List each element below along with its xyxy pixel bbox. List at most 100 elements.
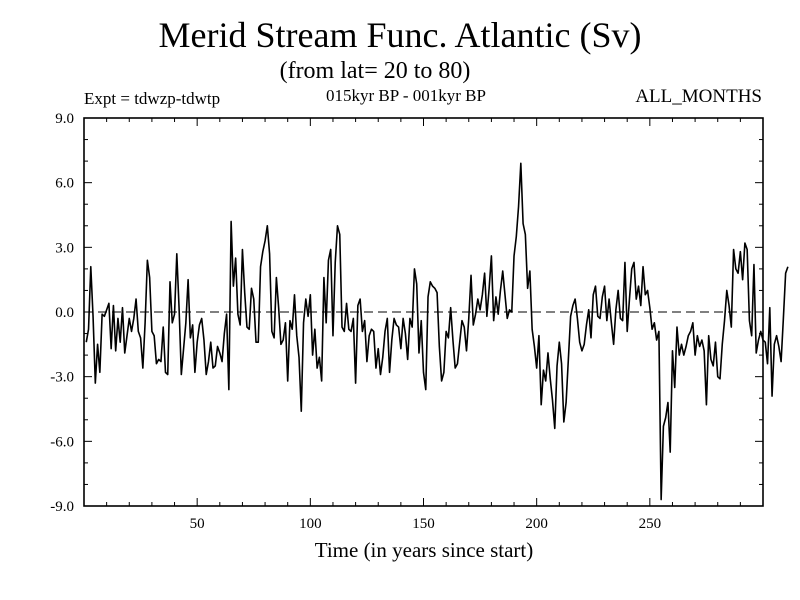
data-point xyxy=(321,380,322,381)
data-point xyxy=(301,411,302,412)
data-point xyxy=(108,303,109,304)
data-point xyxy=(174,314,175,315)
data-point xyxy=(656,339,657,340)
data-point xyxy=(482,294,483,295)
data-point xyxy=(172,322,173,323)
chart-title: Merid Stream Func. Atlantic (Sv) xyxy=(158,15,642,55)
data-point xyxy=(221,361,222,362)
data-point xyxy=(244,292,245,293)
experiment-label: Expt = tdwzp-tdwtp xyxy=(84,89,221,108)
data-point xyxy=(303,322,304,323)
data-point xyxy=(443,372,444,373)
data-point xyxy=(323,277,324,278)
data-point xyxy=(584,344,585,345)
data-point xyxy=(579,342,580,343)
data-point xyxy=(498,314,499,315)
data-point xyxy=(185,322,186,323)
data-point xyxy=(561,363,562,364)
data-point xyxy=(572,305,573,306)
data-point xyxy=(369,335,370,336)
data-point xyxy=(335,262,336,263)
data-point xyxy=(568,359,569,360)
data-point xyxy=(525,234,526,235)
data-point xyxy=(271,331,272,332)
data-point xyxy=(781,361,782,362)
data-point xyxy=(90,266,91,267)
data-point xyxy=(219,352,220,353)
data-point xyxy=(328,260,329,261)
data-point xyxy=(88,329,89,330)
data-point xyxy=(138,331,139,332)
data-point xyxy=(224,333,225,334)
data-point xyxy=(667,402,668,403)
data-point xyxy=(489,288,490,289)
data-point xyxy=(405,333,406,334)
data-point xyxy=(126,335,127,336)
data-point xyxy=(423,372,424,373)
data-point xyxy=(371,329,372,330)
data-point xyxy=(495,296,496,297)
data-point xyxy=(450,307,451,308)
data-point xyxy=(581,350,582,351)
data-point xyxy=(97,344,98,345)
data-point xyxy=(382,357,383,358)
data-point xyxy=(704,350,705,351)
data-point xyxy=(124,352,125,353)
data-point xyxy=(760,331,761,332)
data-point xyxy=(400,348,401,349)
data-point xyxy=(228,389,229,390)
data-point xyxy=(559,342,560,343)
data-point xyxy=(145,322,146,323)
data-point xyxy=(289,320,290,321)
data-point xyxy=(355,383,356,384)
data-point xyxy=(765,342,766,343)
data-point xyxy=(538,335,539,336)
y-tick-label: -6.0 xyxy=(50,434,74,450)
data-point xyxy=(468,318,469,319)
data-point xyxy=(278,307,279,308)
data-point xyxy=(246,326,247,327)
data-point xyxy=(493,320,494,321)
data-point xyxy=(441,380,442,381)
data-point xyxy=(264,240,265,241)
data-point xyxy=(516,236,517,237)
data-point xyxy=(104,316,105,317)
data-point xyxy=(545,380,546,381)
data-point xyxy=(577,318,578,319)
data-point xyxy=(613,344,614,345)
data-point xyxy=(414,268,415,269)
data-point xyxy=(753,264,754,265)
data-point xyxy=(547,352,548,353)
data-point xyxy=(681,344,682,345)
data-point xyxy=(387,318,388,319)
data-point xyxy=(167,374,168,375)
data-point xyxy=(122,307,123,308)
data-point xyxy=(111,348,112,349)
data-point xyxy=(357,305,358,306)
data-point xyxy=(688,335,689,336)
data-point xyxy=(253,298,254,299)
data-point xyxy=(102,314,103,315)
data-point xyxy=(692,322,693,323)
data-point xyxy=(769,307,770,308)
data-point xyxy=(719,378,720,379)
data-point xyxy=(590,337,591,338)
data-point xyxy=(661,499,662,500)
data-point xyxy=(120,342,121,343)
data-point xyxy=(326,322,327,323)
data-point xyxy=(774,344,775,345)
data-point xyxy=(652,329,653,330)
data-point xyxy=(500,290,501,291)
data-point xyxy=(348,329,349,330)
data-point xyxy=(181,374,182,375)
data-point xyxy=(758,339,759,340)
data-point xyxy=(203,339,204,340)
data-point xyxy=(332,335,333,336)
data-point xyxy=(629,298,630,299)
y-tick-label: 9.0 xyxy=(55,111,74,127)
data-point xyxy=(685,346,686,347)
data-point xyxy=(543,370,544,371)
data-point xyxy=(362,331,363,332)
data-point xyxy=(588,309,589,310)
data-point xyxy=(486,316,487,317)
